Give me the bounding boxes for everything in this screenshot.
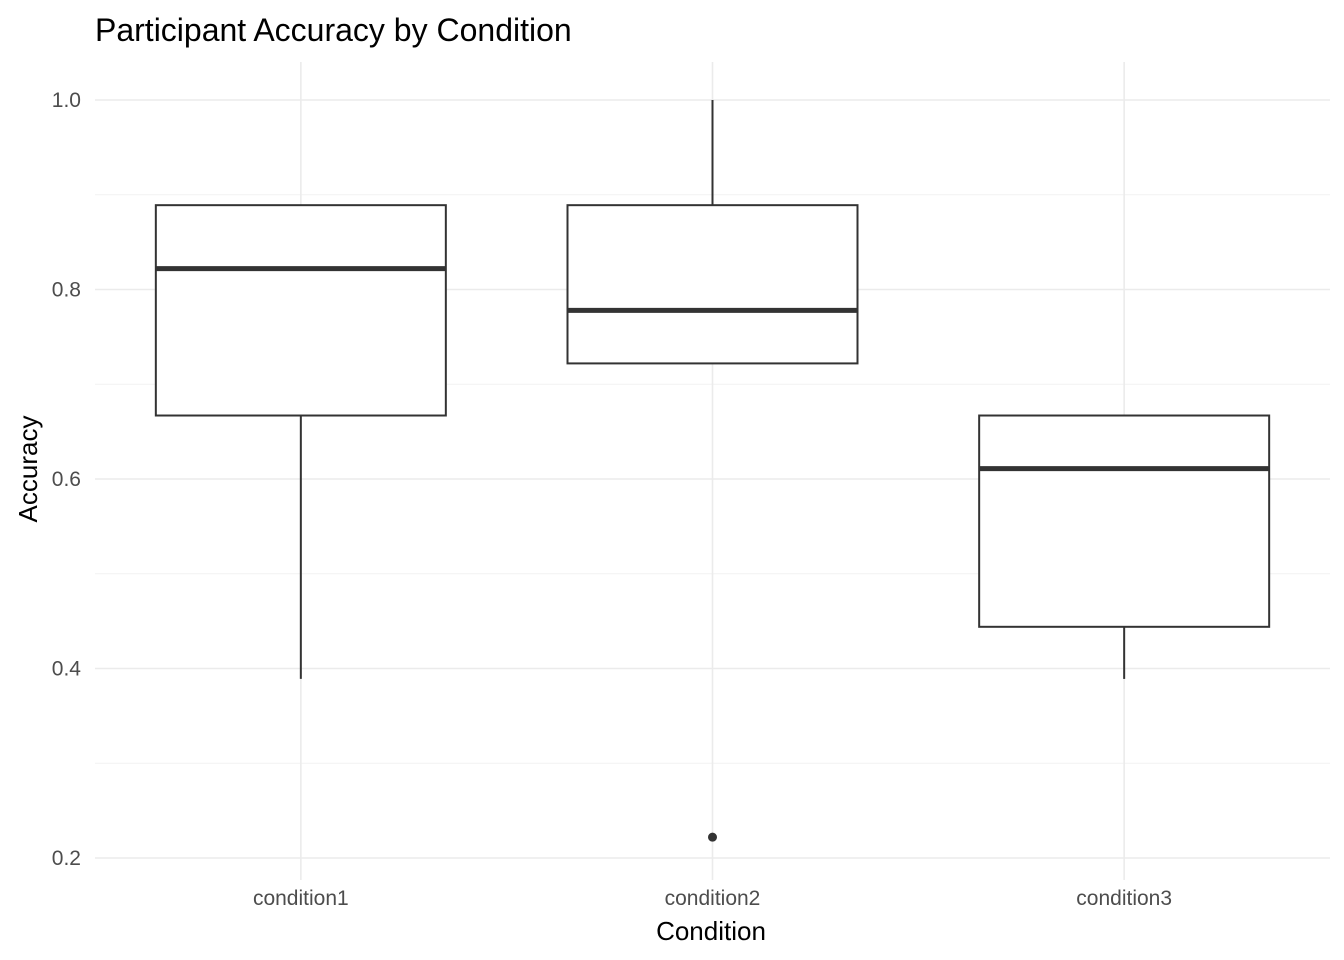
x-tick-label: condition3 (1076, 887, 1172, 910)
x-tick-label: condition1 (253, 887, 349, 910)
iqr-box (154, 204, 447, 417)
y-axis-title: Accuracy (13, 416, 43, 523)
y-axis-tick-labels: 0.2 0.4 0.6 0.8 1.0 (52, 89, 82, 870)
y-tick-label: 1.0 (52, 89, 81, 112)
box-series (154, 100, 1271, 842)
outlier-point (708, 832, 717, 842)
box-condition2 (566, 100, 859, 842)
box-condition3 (978, 414, 1271, 679)
iqr-box (566, 204, 859, 365)
iqr-box (978, 414, 1271, 628)
chart-title: Participant Accuracy by Condition (95, 12, 572, 48)
x-axis-title: Condition (656, 916, 766, 946)
y-tick-label: 0.6 (52, 468, 81, 491)
y-tick-label: 0.8 (52, 279, 81, 302)
x-tick-label: condition2 (665, 887, 761, 910)
y-tick-label: 0.4 (52, 658, 82, 681)
y-tick-label: 0.2 (52, 847, 81, 870)
box-condition1 (154, 204, 447, 679)
x-axis-tick-labels: condition1 condition2 condition3 (253, 887, 1172, 910)
